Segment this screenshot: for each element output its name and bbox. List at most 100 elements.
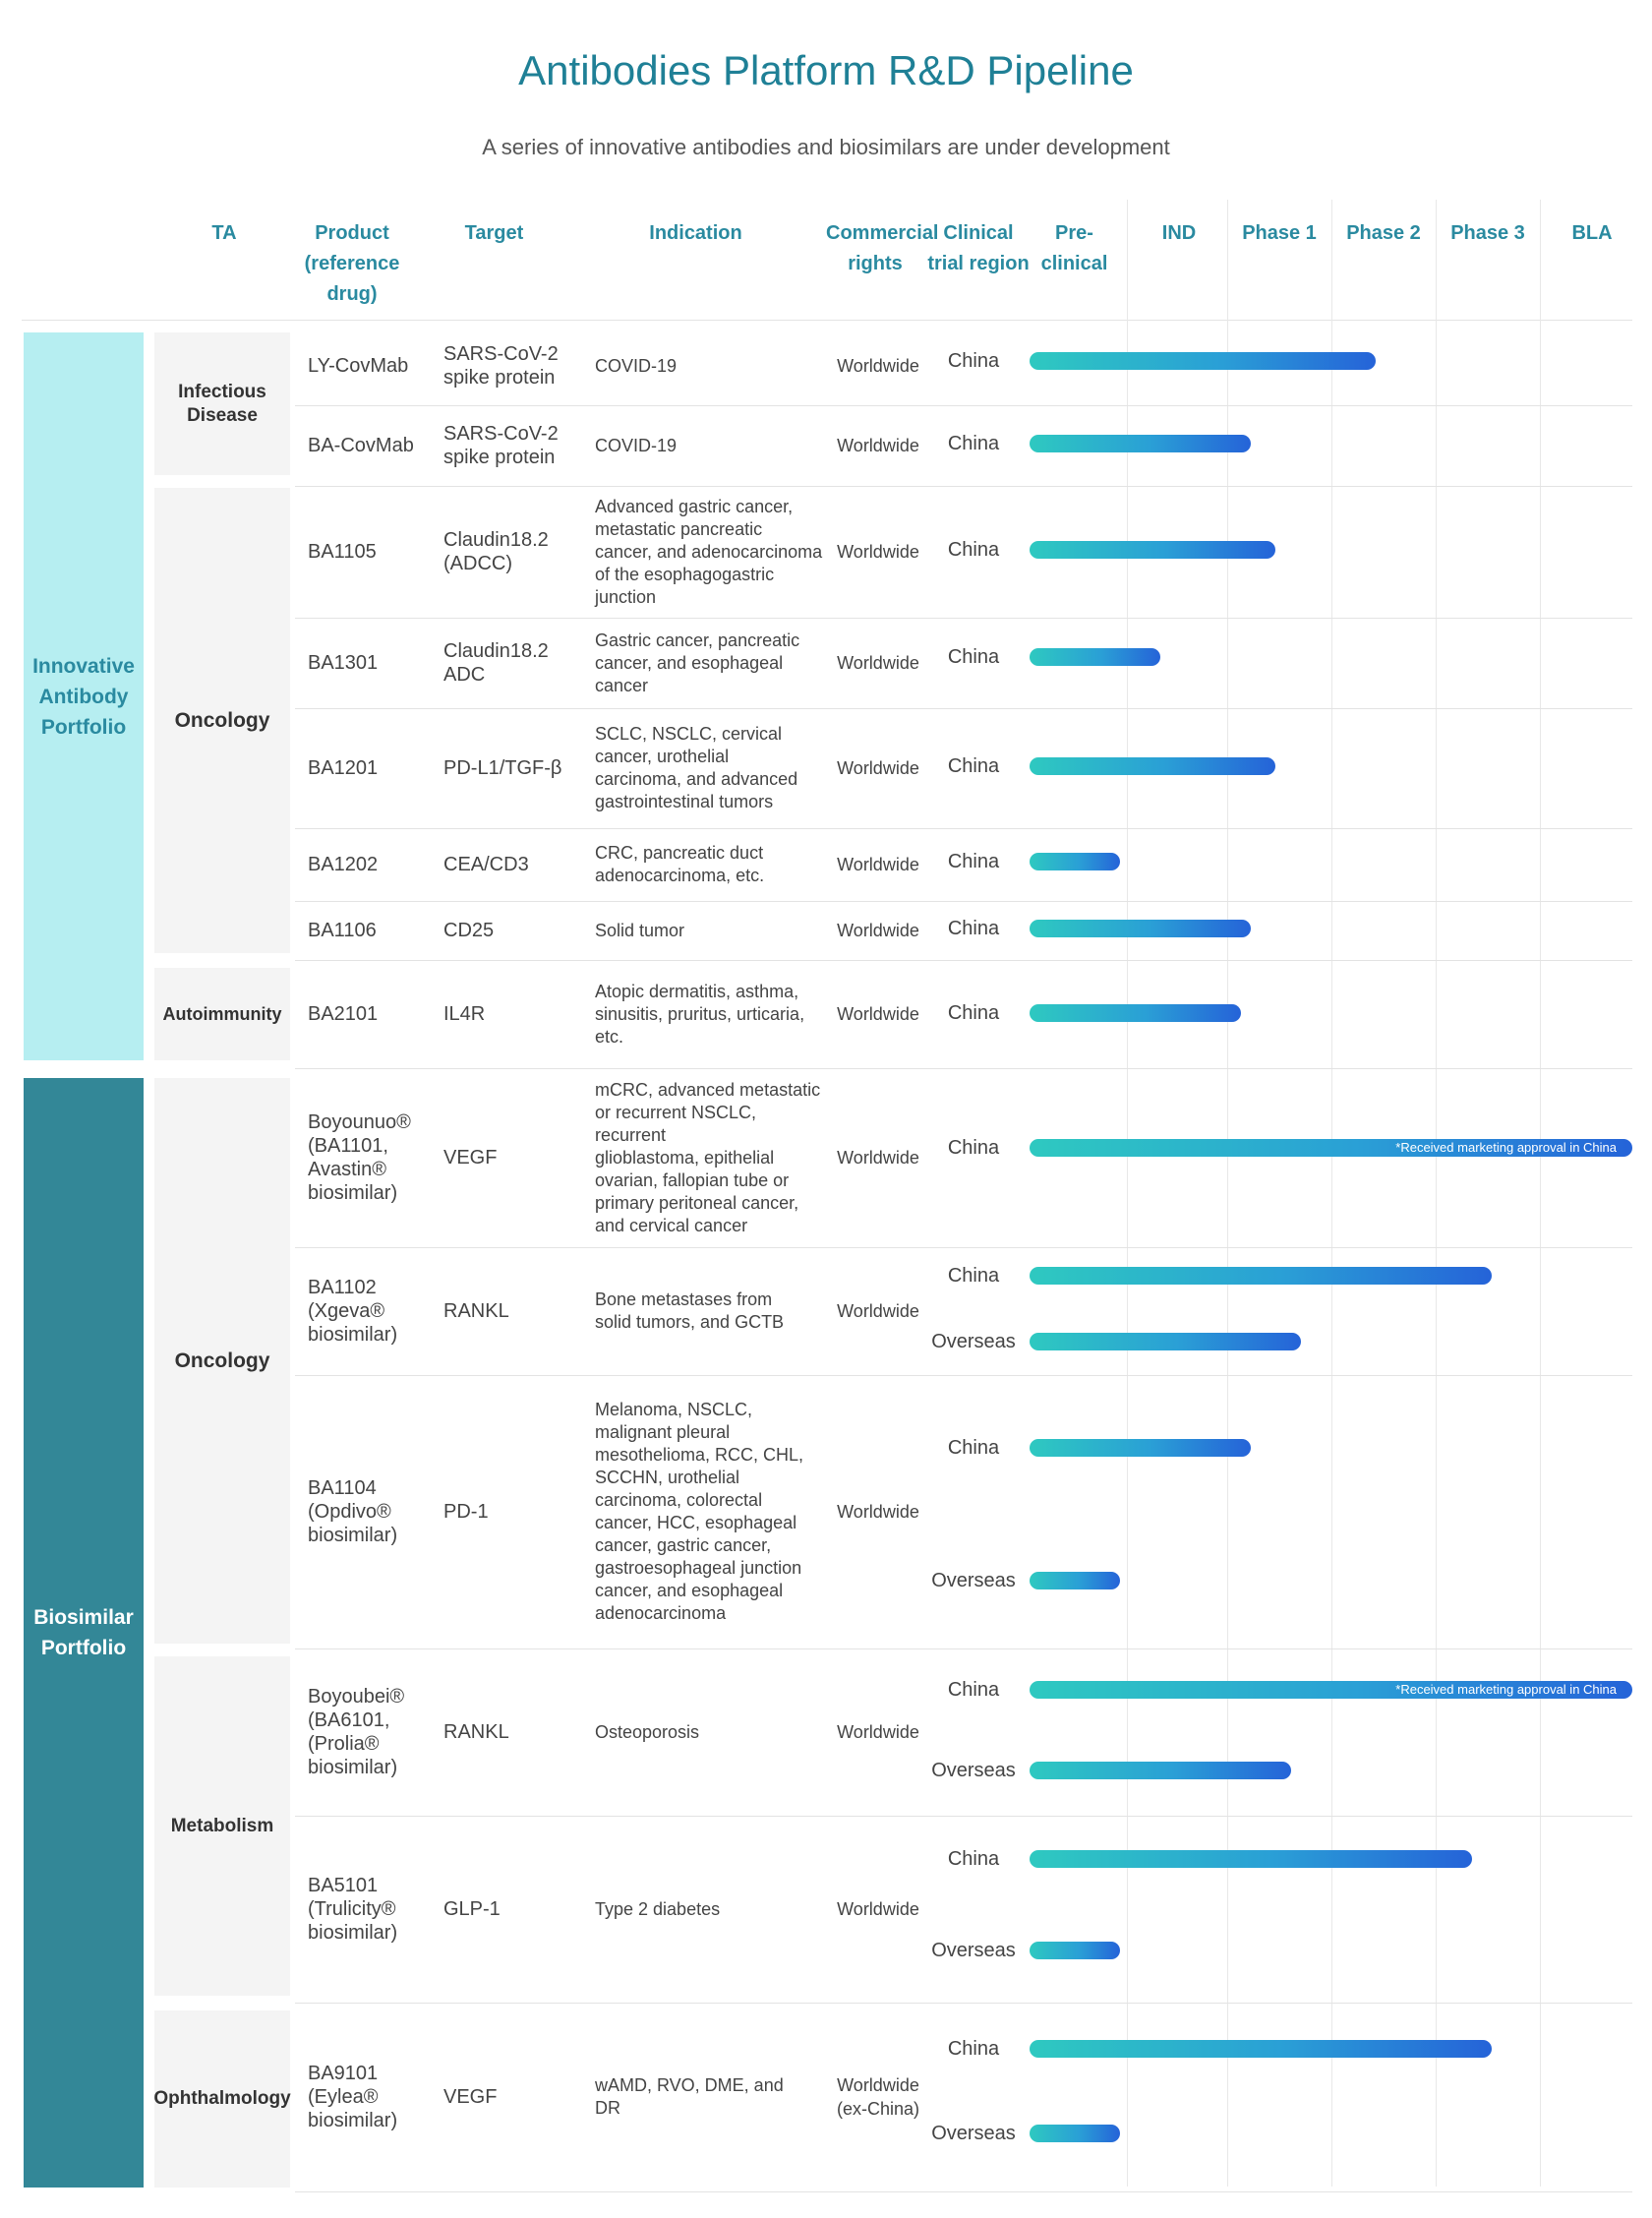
product-name: BA-CovMab [308,435,414,456]
commercial-rights: Worldwide (ex-China) [836,2075,920,2119]
commercial-rights: Worldwide [837,855,919,874]
biosimilar-portfolio-label: Biosimilar Portfolio [24,1078,144,2188]
product-target: RANKL [443,1721,509,1743]
pipeline-progress-bar [1030,920,1251,937]
product-target: PD-L1/TGF-β [443,757,562,779]
stage-gridline [1436,200,1437,2187]
clinical-region-label: China [947,2038,1000,2060]
commercial-rights: Worldwide [837,1722,919,1742]
approval-note: *Received marketing approval in China [1395,1140,1617,1155]
product-indication: Gastric cancer, pancreatic cancer, and e… [595,629,800,695]
stage-gridline [1331,200,1332,2187]
clinical-region-label: China [947,433,1000,454]
pipeline-progress-bar [1030,1850,1472,1868]
product-target: CEA/CD3 [443,854,529,875]
clinical-region-label: China [947,918,1000,939]
row-divider [295,486,1632,487]
pipeline-progress-bar [1030,435,1251,452]
pipeline-progress-bar [1030,352,1377,370]
product-name: BA1202 [308,854,379,875]
pipeline-progress-bar [1030,1439,1251,1457]
clinical-region-label: China [947,1679,1000,1701]
header-clinical-region: Clinical trial region [927,222,1030,274]
clinical-region-label: China [947,539,1000,561]
row-divider [295,708,1632,709]
product-indication: Melanoma, NSCLC, malignant pleural mesot… [595,1400,804,1623]
pipeline-progress-bar [1030,1267,1492,1285]
header-ind: IND [1161,222,1197,244]
product-target: SARS-CoV-2 spike protein [443,343,559,389]
pipeline-progress-bar [1030,1004,1241,1022]
row-divider [295,901,1632,902]
page-subtitle: A series of innovative antibodies and bi… [482,135,1170,159]
product-name: BA1104 (Opdivo® biosimilar) [308,1477,398,1546]
clinical-region-label: China [947,646,1000,668]
pipeline-progress-bar [1030,2040,1492,2058]
product-name: BA1301 [308,652,379,674]
product-indication: Type 2 diabetes [595,1898,721,1919]
commercial-rights: Worldwide [837,1301,919,1321]
product-target: VEGF [443,2086,498,2108]
clinical-region-label: China [947,1848,1000,1870]
product-indication: wAMD, RVO, DME, and DR [595,2075,784,2118]
product-indication: SCLC, NSCLC, cervical cancer, urothelial… [595,724,798,811]
header-bla: BLA [1571,222,1613,244]
innovative-portfolio-label: Innovative Antibody Portfolio [24,332,144,1060]
clinical-region-label: China [947,1265,1000,1287]
pipeline-progress-bar [1030,541,1276,559]
pipeline-progress-bar [1030,648,1160,666]
clinical-region-label: Overseas [931,1940,1016,1961]
clinical-region-label: Overseas [931,1570,1016,1591]
product-target: RANKL [443,1300,509,1322]
product-indication: COVID-19 [595,435,678,455]
product-indication: mCRC, advanced metastatic or recurrent N… [595,1079,821,1235]
row-divider [295,1068,1632,1069]
product-name: BA1106 [308,920,377,941]
product-target: VEGF [443,1147,498,1169]
header-divider [22,320,1632,321]
row-divider [295,1816,1632,1817]
commercial-rights: Worldwide [837,542,919,562]
product-name: Boyoubei® (BA6101, (Prolia® biosimilar) [308,1686,405,1778]
row-divider [295,2003,1632,2004]
header-target: Target [464,222,524,244]
ta-ophthalmology: Ophthalmology [153,2010,291,2188]
header-ta: TA [211,222,237,244]
clinical-region-label: Overseas [931,2123,1016,2144]
row-divider [295,1375,1632,1376]
ta-metabolism: Metabolism [154,1656,290,1996]
product-target: Claudin18.2 ADC [443,640,549,686]
product-name: BA5101 (Trulicity® biosimilar) [308,1875,398,1944]
header-preclinical: Pre-clinical [1040,222,1108,274]
pipeline-progress-bar [1030,1942,1120,1959]
pipeline-progress-bar [1030,853,1120,870]
header-phase1: Phase 1 [1242,222,1317,244]
commercial-rights: Worldwide [837,436,919,455]
product-indication: COVID-19 [595,355,678,376]
ta-oncology-biosimilar: Oncology [154,1078,290,1644]
ta-autoimmunity: Autoimmunity [154,968,290,1060]
pipeline-progress-bar: *Received marketing approval in China [1030,1139,1632,1157]
stage-gridline [1540,200,1541,2187]
row-divider [295,960,1632,961]
clinical-region-label: Overseas [931,1331,1016,1352]
ta-infectious-disease: Infectious Disease [154,332,290,475]
product-name: BA1201 [308,757,379,779]
clinical-region-label: China [947,851,1000,872]
product-indication: Bone metastases from solid tumors, and G… [595,1289,785,1332]
row-divider [295,405,1632,406]
clinical-region-label: China [947,350,1000,372]
commercial-rights: Worldwide [837,921,919,940]
product-indication: Solid tumor [595,920,685,940]
commercial-rights: Worldwide [837,653,919,673]
product-target: IL4R [443,1003,486,1025]
commercial-rights: Worldwide [837,1004,919,1024]
product-indication: Advanced gastric cancer, metastatic panc… [595,496,823,607]
row-divider [295,2191,1632,2192]
commercial-rights: Worldwide [837,356,919,376]
product-name: BA2101 [308,1003,379,1025]
commercial-rights: Worldwide [837,1899,919,1919]
product-target: SARS-CoV-2 spike protein [443,423,559,468]
stage-gridline [1227,200,1228,2187]
